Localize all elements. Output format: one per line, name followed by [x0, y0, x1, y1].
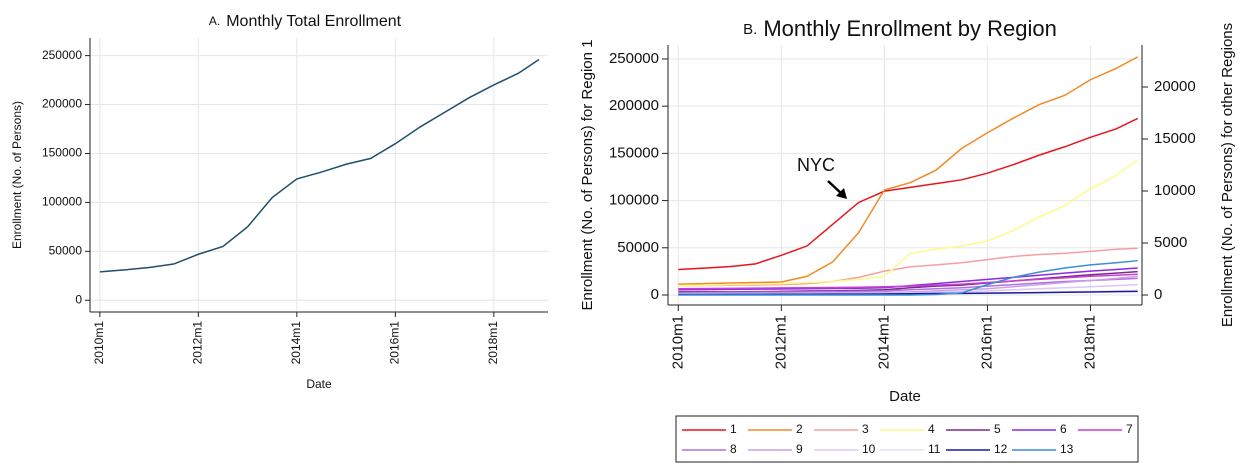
y-tick-label: 50000	[617, 239, 659, 256]
panel-label: A.	[209, 14, 220, 28]
y-tick-label: 150000	[609, 144, 659, 161]
y2-axis-label: Enrollment (No. of Persons) for other Re…	[1219, 23, 1236, 327]
y2-tick-label: 0	[1154, 286, 1162, 303]
legend-label: 5	[994, 422, 1001, 436]
y-axis-label: Enrollment (No. of Persons)	[10, 101, 24, 249]
x-tick-label: 2014m1	[875, 315, 892, 369]
y-tick-label: 0	[75, 292, 82, 306]
panel-b: B. Monthly Enrollment by Region0500001000…	[579, 16, 1236, 463]
panel-a: A. Monthly Total Enrollment 0 50000 100000 15…	[10, 13, 548, 391]
y2-tick-label: 15000	[1154, 130, 1196, 147]
legend-label: 11	[928, 442, 941, 456]
x-tick-label: 2010m1	[669, 315, 686, 369]
y2-tick-label: 5000	[1154, 234, 1187, 251]
x-axis-label: Date	[306, 377, 332, 391]
x-tick-label: 2014m1	[289, 321, 303, 365]
legend-label: 6	[1060, 422, 1067, 436]
y-tick-label: 250000	[609, 50, 659, 67]
legend-label: 4	[928, 422, 935, 436]
title-text: Monthly Enrollment by Region	[763, 16, 1056, 41]
y-tick-label: 200000	[609, 97, 659, 114]
series-line	[678, 259, 1138, 296]
x-tick-label: 2012m1	[772, 315, 789, 369]
series-line	[678, 277, 1138, 294]
y2-tick-label: 20000	[1154, 78, 1196, 95]
legend-label: 10	[862, 442, 876, 456]
y-tick-label: 150000	[42, 146, 82, 160]
series-line	[99, 58, 540, 273]
series-line	[678, 273, 1138, 290]
y-tick-label: 250000	[42, 48, 82, 62]
legend-label: 8	[730, 442, 737, 456]
x-tick-label: 2016m1	[978, 315, 995, 369]
chart-title: B. Monthly Enrollment by Region	[743, 16, 1057, 41]
x-axis-label: Date	[889, 388, 921, 405]
legend-label: 7	[1126, 422, 1133, 436]
series-line	[678, 56, 1139, 285]
y-tick-label: 50000	[49, 244, 83, 258]
annotation: NYC	[797, 155, 835, 175]
legend-label: 9	[796, 442, 803, 456]
y-axis-label: Enrollment (No. of Persons) for Region 1	[579, 40, 596, 311]
series-line	[678, 117, 1139, 271]
x-tick-label: 2018m1	[1081, 315, 1098, 369]
legend-label: 1	[730, 422, 737, 436]
y-tick-label: 100000	[42, 195, 82, 209]
legend-label: 3	[862, 422, 869, 436]
arrow-head	[836, 188, 847, 199]
chart-title: A. Monthly Total Enrollment	[209, 13, 402, 30]
legend-label: 12	[994, 442, 1008, 456]
legend-label: 13	[1060, 442, 1074, 456]
title-text: Monthly Total Enrollment	[226, 13, 401, 30]
x-tick-label: 2018m1	[486, 321, 500, 365]
series-line	[678, 247, 1138, 287]
y-tick-label: 0	[651, 286, 659, 303]
series-line	[678, 159, 1139, 287]
y-tick-label: 100000	[609, 192, 659, 209]
x-tick-label: 2012m1	[191, 321, 205, 365]
y2-tick-label: 10000	[1154, 182, 1196, 199]
y-tick-label: 200000	[42, 97, 82, 111]
x-tick-label: 2010m1	[92, 321, 106, 365]
x-tick-label: 2016m1	[388, 321, 402, 365]
panel-label: B.	[743, 21, 757, 38]
legend-box	[675, 415, 1139, 463]
legend-label: 2	[796, 422, 803, 436]
